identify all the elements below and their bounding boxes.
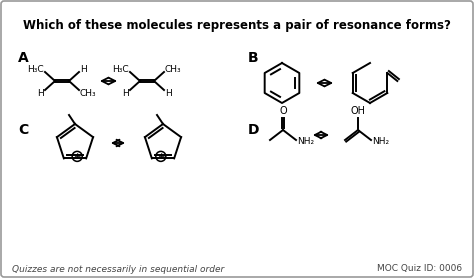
Text: NH₂: NH₂ [372,138,389,147]
Text: OH: OH [350,106,365,116]
Text: Which of these molecules represents a pair of resonance forms?: Which of these molecules represents a pa… [23,19,451,33]
Text: D: D [248,123,259,137]
Text: B: B [248,51,259,65]
Text: H: H [37,88,44,98]
Text: H: H [122,88,129,98]
Text: MOC Quiz ID: 0006: MOC Quiz ID: 0006 [377,264,462,274]
Text: A: A [18,51,29,65]
Text: O: O [279,106,287,116]
Text: H: H [165,88,172,98]
Text: H: H [80,64,87,73]
Text: +: + [157,152,164,161]
Text: NH₂: NH₂ [297,138,314,147]
Text: H₃C: H₃C [27,64,44,73]
Text: CH₃: CH₃ [165,64,182,73]
Text: H₃C: H₃C [112,64,129,73]
Text: +: + [73,152,81,161]
Text: Quizzes are not necessarily in sequential order: Quizzes are not necessarily in sequentia… [12,264,224,274]
Text: CH₃: CH₃ [80,88,97,98]
Text: C: C [18,123,28,137]
